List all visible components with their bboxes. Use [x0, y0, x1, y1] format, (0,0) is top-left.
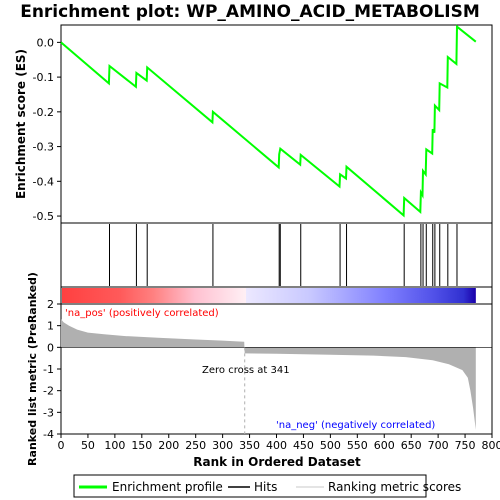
x-tick-label: 400 [266, 439, 287, 452]
metric-tick-label: 2 [47, 298, 54, 311]
metric-tick-label: -3 [43, 406, 54, 419]
es-axis: 0.0 -0.1 -0.2 -0.3 -0.4 -0.5 [33, 36, 61, 223]
legend-enrichment-profile: Enrichment profile [112, 480, 223, 494]
x-tick-label: 300 [212, 439, 233, 452]
x-tick-label: 150 [131, 439, 152, 452]
chart-title: Enrichment plot: WP_AMINO_ACID_METABOLIS… [20, 2, 480, 22]
x-tick-label: 750 [455, 439, 476, 452]
es-y-axis-label: Enrichment score (ES) [14, 49, 28, 199]
hits-markers [108, 224, 458, 286]
x-tick-label: 600 [374, 439, 395, 452]
x-axis-label: Rank in Ordered Dataset [193, 455, 361, 469]
legend-ranking-metric: Ranking metric scores [328, 480, 461, 494]
x-tick-label: 650 [401, 439, 422, 452]
es-tick-label: -0.5 [33, 210, 54, 223]
neg-label: 'na_neg' (negatively correlated) [276, 420, 435, 431]
pos-label: 'na_pos' (positively correlated) [65, 308, 219, 319]
x-tick-label: 50 [81, 439, 95, 452]
metric-tick-label: -2 [43, 385, 54, 398]
es-tick-label: -0.2 [33, 106, 54, 119]
metric-tick-label: 1 [47, 320, 54, 333]
es-tick-label: -0.1 [33, 71, 54, 84]
metric-y-axis-label: Ranked list metric (PreRanked) [26, 272, 39, 466]
x-tick-label: 450 [293, 439, 314, 452]
x-tick-label: 250 [185, 439, 206, 452]
x-tick-label: 0 [58, 439, 65, 452]
metric-tick-label: 0 [47, 341, 54, 354]
es-tick-label: -0.4 [33, 175, 54, 188]
x-tick-label: 200 [158, 439, 179, 452]
es-tick-label: 0.0 [37, 36, 55, 49]
metric-tick-label: -1 [43, 363, 54, 376]
x-axis: 0 50 100 150 200 250 300 350 400 450 500 550 600 650 7… [58, 434, 500, 452]
x-tick-label: 700 [428, 439, 449, 452]
zero-cross-label: Zero cross at 341 [202, 365, 290, 376]
x-tick-label: 500 [320, 439, 341, 452]
ranking-metric-area [61, 319, 476, 430]
legend-hits: Hits [254, 480, 277, 494]
metric-axis: 2 1 0 -1 -2 -3 -4 [43, 298, 61, 441]
es-tick-label: -0.3 [33, 141, 54, 154]
es-panel-frame [60, 24, 493, 224]
x-tick-label: 550 [347, 439, 368, 452]
x-tick-label: 350 [239, 439, 260, 452]
rank-color-gradient [62, 288, 476, 303]
metric-tick-label: -4 [43, 428, 54, 441]
x-tick-label: 800 [482, 439, 500, 452]
hits-panel-frame [60, 222, 493, 288]
enrichment-profile-line [60, 24, 477, 218]
legend-box [73, 474, 427, 498]
x-tick-label: 100 [104, 439, 125, 452]
